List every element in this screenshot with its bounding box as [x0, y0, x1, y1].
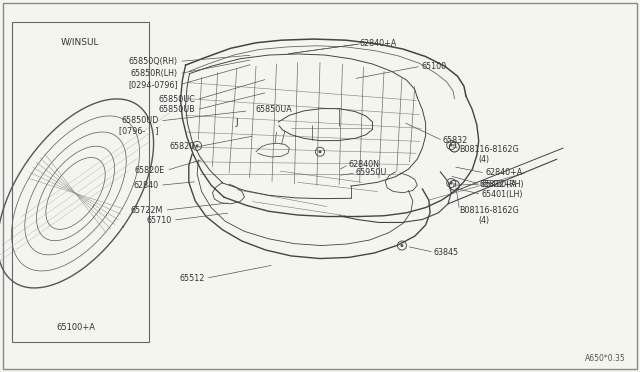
- Text: 65950U: 65950U: [356, 169, 387, 177]
- Text: 65820E: 65820E: [135, 166, 165, 175]
- Text: 65832: 65832: [443, 136, 468, 145]
- Text: 65100+A: 65100+A: [56, 323, 95, 332]
- Text: B08116-8162G: B08116-8162G: [460, 145, 519, 154]
- Text: (4): (4): [479, 155, 490, 164]
- Text: 65512: 65512: [179, 274, 205, 283]
- Text: (4): (4): [479, 216, 490, 225]
- Text: 65850UD: 65850UD: [122, 116, 159, 125]
- Text: 65850Q(RH): 65850Q(RH): [129, 57, 178, 66]
- Text: 65401(LH): 65401(LH): [481, 190, 523, 199]
- Text: 65100: 65100: [421, 62, 446, 71]
- Text: [0294-0796]: [0294-0796]: [128, 80, 178, 89]
- Text: J: J: [236, 118, 238, 126]
- Text: [0796-    ]: [0796- ]: [119, 126, 159, 135]
- Text: 65850R(LH): 65850R(LH): [131, 69, 178, 78]
- Circle shape: [450, 182, 452, 185]
- Text: 65850UA: 65850UA: [256, 105, 292, 114]
- Text: 62840N: 62840N: [349, 160, 380, 169]
- Text: 65400(RH): 65400(RH): [481, 180, 524, 189]
- Text: 65710: 65710: [147, 216, 172, 225]
- Circle shape: [319, 150, 321, 153]
- Text: A650*0.35: A650*0.35: [585, 355, 626, 363]
- Text: 62840: 62840: [134, 181, 159, 190]
- Text: 65850UB: 65850UB: [159, 105, 195, 114]
- Text: B: B: [452, 183, 456, 188]
- Text: 65820: 65820: [170, 142, 195, 151]
- Text: 62840+A: 62840+A: [485, 169, 522, 177]
- Circle shape: [196, 144, 198, 147]
- Bar: [12, 22, 149, 342]
- Circle shape: [450, 144, 452, 147]
- Text: 65850UC: 65850UC: [158, 95, 195, 104]
- Text: B: B: [452, 144, 456, 150]
- Text: 62840+A: 62840+A: [360, 39, 397, 48]
- Circle shape: [401, 244, 403, 247]
- Text: B08116-8162G: B08116-8162G: [460, 206, 519, 215]
- Text: 65722M: 65722M: [131, 206, 163, 215]
- Text: 63845: 63845: [434, 248, 459, 257]
- Text: 65832+A: 65832+A: [480, 180, 517, 189]
- Text: W/INSUL: W/INSUL: [61, 37, 99, 46]
